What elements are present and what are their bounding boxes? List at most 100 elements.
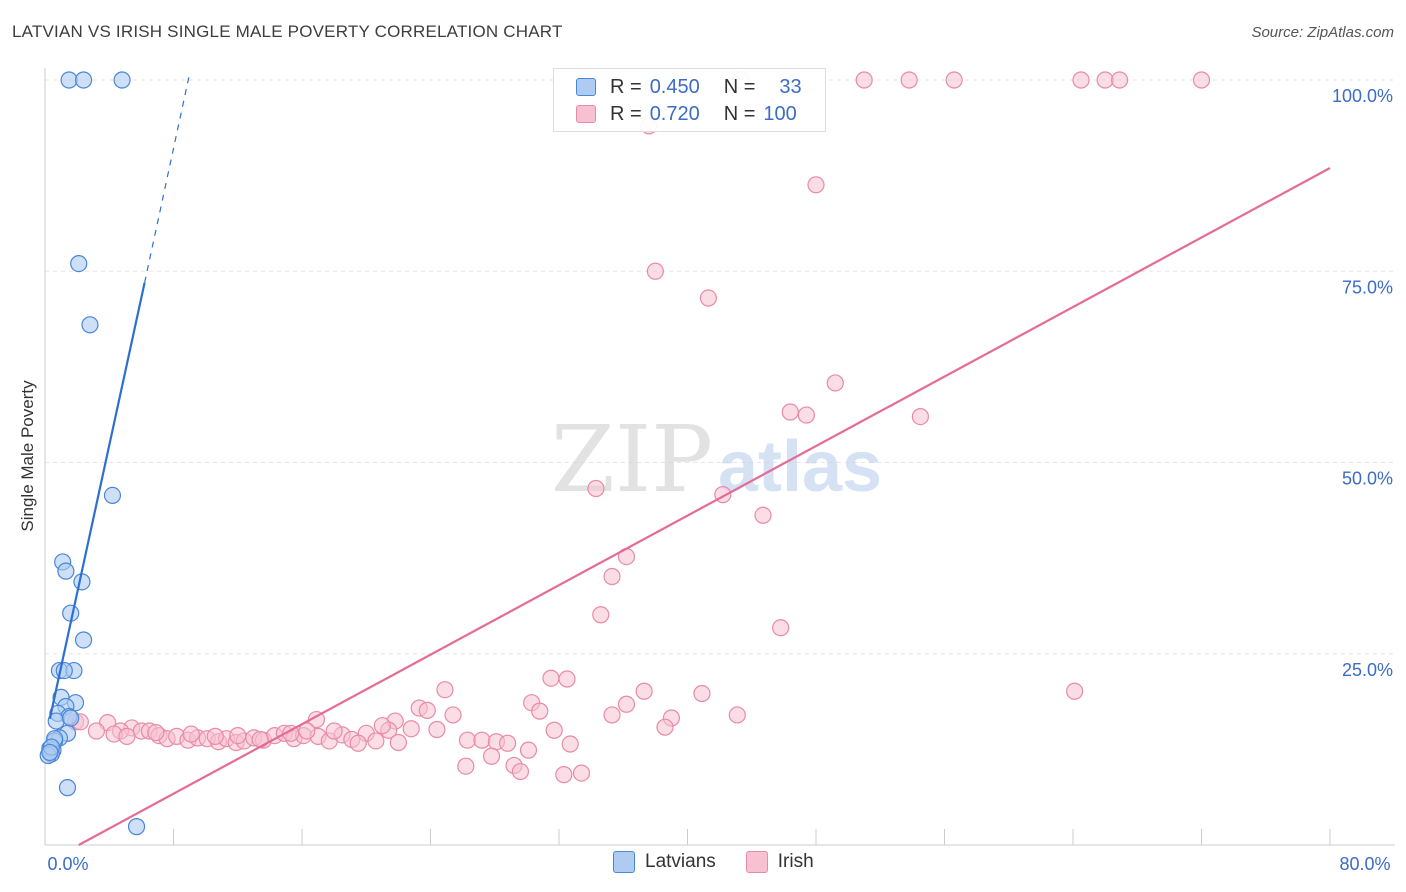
latvian-point: [113, 71, 131, 89]
irish-point: [87, 722, 106, 740]
watermark-atlas: atlas: [718, 427, 882, 507]
irish-point: [728, 706, 746, 724]
irish-point: [418, 701, 436, 719]
irish-point: [693, 684, 711, 703]
latvian-point: [41, 743, 59, 762]
irish-point: [699, 289, 717, 307]
irish-point: [797, 406, 815, 424]
irish-point: [781, 403, 799, 421]
irish-point: [473, 731, 491, 749]
latvian-point: [103, 486, 122, 504]
legend-item-irish[interactable]: Irish: [745, 851, 814, 873]
irish-point: [561, 735, 579, 753]
irish-r-label: R =: [610, 102, 642, 125]
irish-point: [555, 766, 573, 784]
irish-point: [444, 706, 462, 724]
latvians-n-label: N =: [723, 75, 756, 98]
source-label: Source: ZipAtlas.com: [1251, 24, 1394, 41]
irish-point: [855, 71, 873, 89]
x-tick-label-left: 0.0%: [47, 854, 88, 874]
latvian-point: [58, 779, 77, 797]
legend-item-latvians[interactable]: Latvians: [613, 851, 716, 873]
irish-point: [402, 720, 420, 738]
irish-point: [229, 727, 247, 745]
irish-point: [1192, 71, 1211, 89]
irish-point: [1066, 682, 1084, 700]
latvians-legend-label: Latvians: [645, 851, 716, 872]
irish-point: [1096, 71, 1114, 89]
irish-point: [511, 762, 530, 781]
irish-legend-swatch: [745, 851, 768, 873]
irish-n-label: N =: [723, 102, 756, 125]
irish-point: [772, 619, 790, 637]
latvian-point: [74, 631, 93, 649]
irish-point: [519, 741, 538, 759]
irish-point: [436, 681, 454, 699]
irish-point: [603, 567, 621, 586]
axes: [44, 68, 1395, 846]
irish-point: [428, 720, 446, 739]
irish-swatch: [576, 105, 596, 123]
latvian-trend-line: [48, 282, 146, 720]
y-axis-label: Single Male Poverty: [18, 380, 37, 532]
chart-title: LATVIAN VS IRISH SINGLE MALE POVERTY COR…: [12, 22, 563, 41]
watermark-zip: ZIP: [551, 406, 713, 513]
irish-point: [635, 682, 653, 700]
latvian-point: [127, 818, 146, 836]
irish-point: [754, 506, 772, 524]
latvians-r-label: R =: [610, 75, 642, 98]
irish-point: [251, 730, 269, 749]
y-tick-label: 25.0%: [1342, 660, 1393, 680]
irish-point: [656, 718, 674, 736]
latvian-point: [62, 709, 80, 727]
irish-point: [826, 374, 844, 392]
latvians-legend-swatch: [613, 851, 635, 873]
irish-point: [646, 262, 664, 280]
irish-point: [182, 725, 200, 743]
irish-point: [542, 669, 560, 687]
latvian-points: [39, 71, 146, 836]
y-tick-label: 75.0%: [1342, 277, 1393, 297]
irish-point: [587, 479, 605, 498]
irish-point: [617, 695, 636, 713]
latvians-n-value: 33: [779, 75, 802, 98]
latvian-point: [73, 573, 91, 591]
latvian-point: [81, 316, 99, 334]
correlation-legend: R = 0.450 N = 33 R = 0.720 N = 100: [553, 68, 826, 132]
irish-point: [900, 71, 918, 89]
irish-point: [147, 723, 165, 742]
legend-row-irish: R = 0.720 N = 100: [576, 101, 797, 127]
series-legend: Latvians Irish: [613, 851, 844, 873]
irish-point: [1072, 71, 1090, 89]
irish-legend-label: Irish: [777, 851, 814, 872]
irish-point: [558, 670, 576, 688]
irish-point: [572, 764, 591, 782]
irish-r-value: 0.720: [649, 102, 700, 125]
irish-point: [367, 732, 385, 750]
legend-row-latvians: R = 0.450 N = 33: [576, 74, 802, 100]
latvian-point: [57, 562, 75, 580]
latvians-r-value: 0.450: [649, 75, 700, 98]
latvian-trend-extension: [144, 73, 191, 283]
irish-trend-line: [78, 167, 1331, 846]
trend-lines: [48, 73, 1331, 846]
irish-point: [603, 706, 621, 724]
irish-point: [349, 734, 367, 752]
tick-labels: 25.0% 50.0% 75.0% 100.0% 0.0% 80.0%: [47, 86, 1393, 874]
irish-n-value: 100: [763, 102, 797, 125]
irish-point: [298, 722, 316, 740]
irish-point: [592, 606, 610, 624]
irish-point: [389, 733, 407, 752]
x-tick-label-right: 80.0%: [1339, 854, 1390, 874]
irish-point: [325, 722, 343, 740]
irish-point: [807, 176, 825, 194]
latvian-point: [60, 71, 78, 89]
irish-point: [911, 408, 930, 426]
irish-point: [457, 757, 475, 775]
latvians-swatch: [576, 78, 596, 96]
latvian-point: [74, 71, 93, 89]
irish-point: [373, 717, 391, 735]
grid-lines: [45, 79, 1395, 655]
irish-point: [545, 721, 563, 739]
